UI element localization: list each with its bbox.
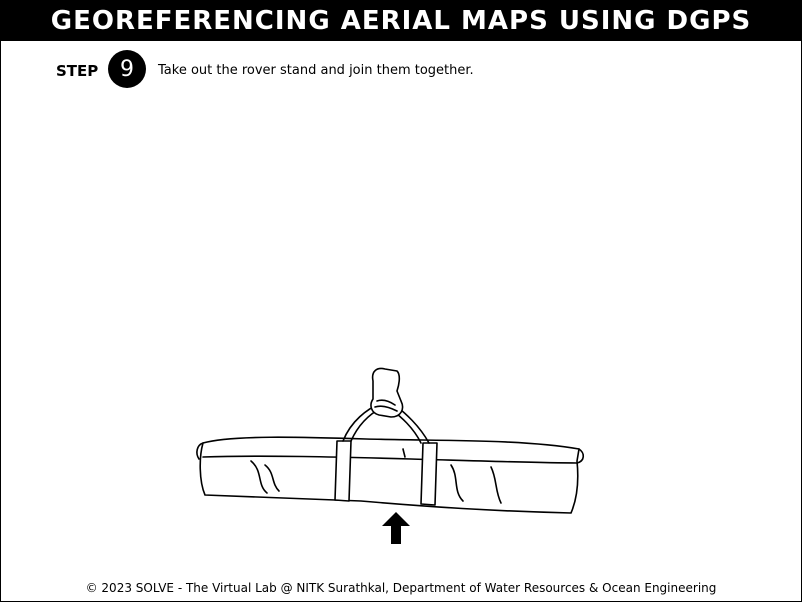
step-number: 9 (120, 56, 134, 82)
up-arrow (381, 511, 411, 549)
step-instruction: Take out the rover stand and join them t… (158, 63, 474, 78)
up-arrow-icon (382, 512, 410, 544)
footer-copyright: © 2023 SOLVE - The Virtual Lab @ NITK Su… (85, 581, 717, 595)
title-bar: GEOREFERENCING AERIAL MAPS USING DGPS (1, 1, 801, 41)
rover-stand-bag[interactable] (191, 361, 591, 525)
rover-stand-bag-icon (196, 367, 585, 514)
page-title: GEOREFERENCING AERIAL MAPS USING DGPS (50, 6, 752, 36)
step-number-badge: 9 (108, 50, 146, 88)
step-label: STEP (56, 62, 99, 80)
